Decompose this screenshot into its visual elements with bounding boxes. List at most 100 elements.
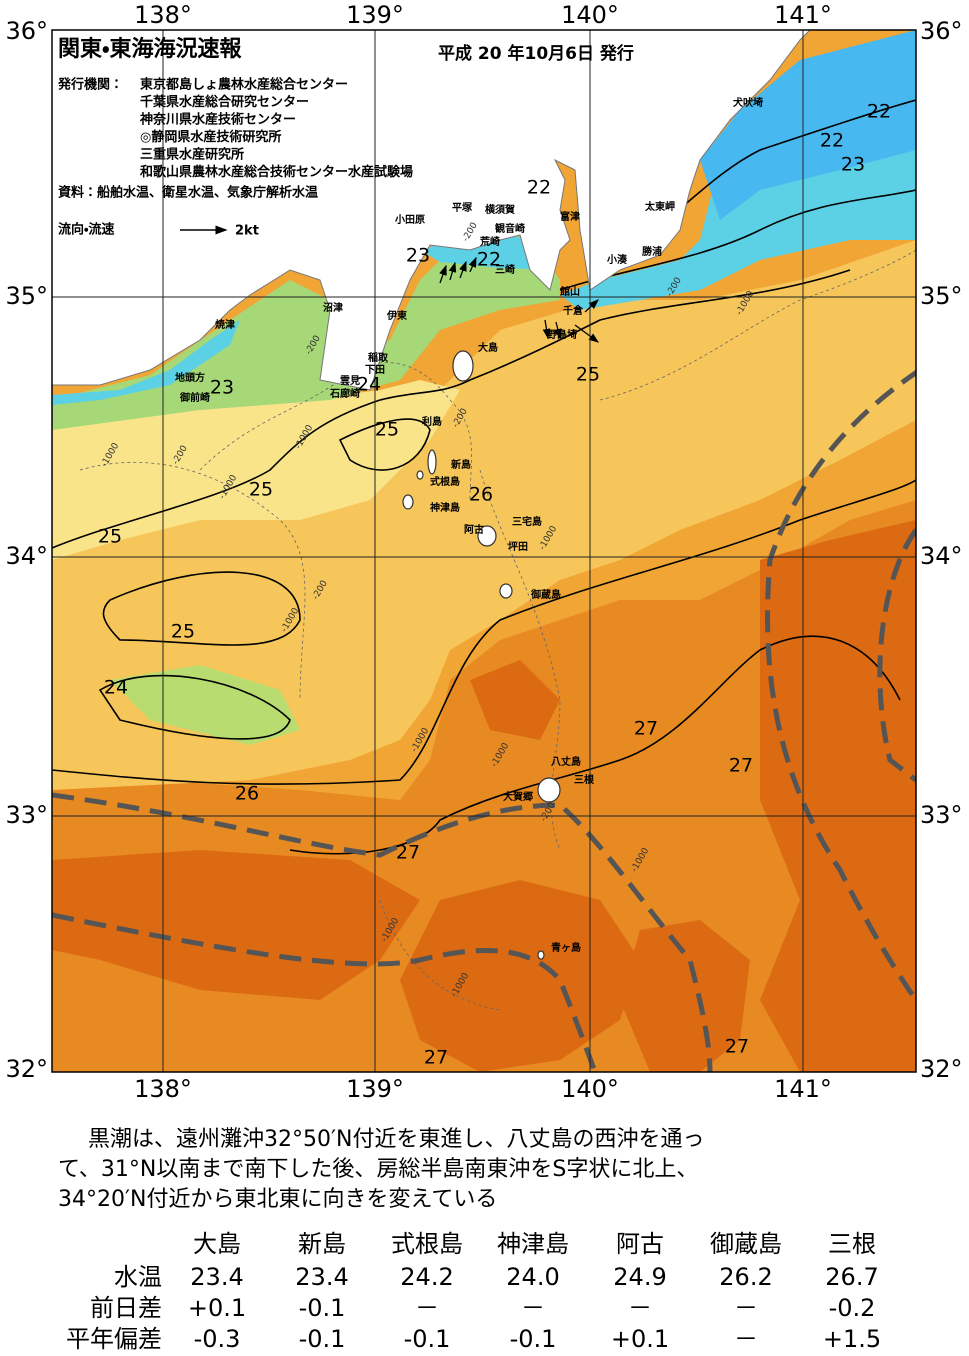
column-header: 新島 xyxy=(298,1230,346,1258)
issue-date: 平成 20 年10月6日 発行 xyxy=(438,43,634,64)
place-name: 犬吠埼 xyxy=(733,96,763,109)
lat-label: 35° xyxy=(5,282,48,310)
place-name: 雲見 xyxy=(340,375,360,387)
isotherm-label: 26 xyxy=(235,783,259,805)
place-name: 三根 xyxy=(574,773,595,786)
current-vectors xyxy=(439,256,600,343)
summary-line: 34°20′N付近から東北東に向きを変えている xyxy=(58,1187,497,1212)
isotherm-label: 23 xyxy=(210,377,234,399)
land xyxy=(52,30,811,391)
lat-label: 32° xyxy=(920,1055,963,1083)
map-frame xyxy=(51,29,917,1073)
place-name: 千倉 xyxy=(563,304,584,317)
place-name: 太東岬 xyxy=(644,200,675,213)
sst-24-5 xyxy=(52,380,460,560)
cell: － xyxy=(415,1294,439,1322)
place-name: 青ヶ島 xyxy=(551,941,581,954)
column-header: 神津島 xyxy=(497,1230,569,1258)
islands xyxy=(402,350,561,960)
place-name: 三宅島 xyxy=(512,515,542,528)
place-name: 小田原 xyxy=(394,213,425,226)
place-name: 観音崎 xyxy=(495,222,525,235)
place-name: 利島 xyxy=(422,415,442,428)
isotherm-label: 25 xyxy=(375,419,399,441)
isotherm-label: 25 xyxy=(249,479,273,501)
place-name: 焼津 xyxy=(215,318,235,331)
place-name: 館山 xyxy=(559,285,580,298)
title: 関東・東海海況速報 xyxy=(58,36,242,62)
isotherm-label: 27 xyxy=(396,842,420,864)
column-header: 御蔵島 xyxy=(710,1230,782,1258)
place-name: 三崎 xyxy=(495,263,515,276)
lon-label: 139° xyxy=(346,1075,404,1103)
column-header: 大島 xyxy=(193,1230,241,1258)
place-name: 荒崎 xyxy=(479,235,500,248)
place-name: 伊東 xyxy=(386,309,407,322)
place-name: 平塚 xyxy=(452,201,473,214)
cell: 23.4 xyxy=(190,1263,243,1291)
isotherm-label: 24 xyxy=(357,374,381,396)
issuer: 和歌山県農林水産総合技術センター水産試験場 xyxy=(140,164,413,180)
isotherm-label: 23 xyxy=(841,154,865,176)
place-name: 御蔵島 xyxy=(530,588,561,601)
lon-label: 140° xyxy=(561,1,619,29)
place-name: 下田 xyxy=(365,364,385,376)
lat-label: 32° xyxy=(5,1055,48,1083)
cell: 26.7 xyxy=(825,1263,878,1291)
cell: － xyxy=(521,1294,545,1322)
graticule xyxy=(52,30,916,1072)
isotherm-label: 22 xyxy=(527,177,551,199)
isotherm-label: 22 xyxy=(867,101,891,123)
lat-label: 34° xyxy=(5,542,48,570)
cell: +1.5 xyxy=(823,1325,881,1353)
isotherm-label: 25 xyxy=(98,526,122,548)
place-name: 大賀郷 xyxy=(503,790,533,803)
cell: +0.1 xyxy=(188,1294,246,1322)
lat-label: 34° xyxy=(920,542,963,570)
row-label: 水温 xyxy=(114,1263,162,1291)
isotherm-label: 27 xyxy=(729,755,753,777)
row-label: 前日差 xyxy=(90,1294,162,1322)
place-name: 地頭方 xyxy=(175,371,205,384)
kuroshio-axis xyxy=(52,369,916,1072)
cell: -0.1 xyxy=(404,1325,451,1353)
issuer: 三重県水産研究所 xyxy=(140,147,244,163)
lat-label: 36° xyxy=(920,17,963,45)
summary-line: 黒潮は、遠州灘沖32°50′N付近を東進し、八丈島の西沖を通っ xyxy=(88,1127,704,1152)
cell: 24.9 xyxy=(613,1263,666,1291)
cell: -0.1 xyxy=(299,1325,346,1353)
place-name: 富津 xyxy=(560,210,580,223)
isotherm-label: 22 xyxy=(477,249,501,271)
lon-label: 141° xyxy=(774,1,832,29)
cell: － xyxy=(734,1294,758,1322)
column-header: 三根 xyxy=(828,1230,876,1258)
place-name: 石廊崎 xyxy=(329,387,360,400)
cell: +0.1 xyxy=(611,1325,669,1353)
place-name: 沼津 xyxy=(323,301,343,314)
column-header: 式根島 xyxy=(391,1230,463,1258)
cell: -0.1 xyxy=(510,1325,557,1353)
place-name: 坪田 xyxy=(508,540,528,553)
place-name: 八丈島 xyxy=(551,755,581,768)
lat-label: 35° xyxy=(920,282,963,310)
place-name: 式根島 xyxy=(430,475,460,488)
isotherm-label: 27 xyxy=(725,1036,749,1058)
sst-23 xyxy=(52,250,560,430)
place-name: 小湊 xyxy=(606,253,628,266)
lon-label: 140° xyxy=(561,1075,619,1103)
cell: 26.2 xyxy=(719,1263,772,1291)
lat-label: 33° xyxy=(920,801,963,829)
issuer: 千葉県水産総合研究センター xyxy=(140,94,309,110)
dynamic: 東京都島しょ農林水産総合センター千葉県水産総合研究センター神奈川県水産技術センタ… xyxy=(5,1,962,1353)
data-source: 資料：船舶水温、衛星水温、気象庁解析水温 xyxy=(58,185,318,201)
place-name: 勝浦 xyxy=(642,245,662,258)
cell: -0.1 xyxy=(299,1294,346,1322)
lon-label: 141° xyxy=(774,1075,832,1103)
issuer-label: 発行機関： xyxy=(57,77,123,93)
place-name: 神津島 xyxy=(429,501,460,514)
cell: 23.4 xyxy=(295,1263,348,1291)
